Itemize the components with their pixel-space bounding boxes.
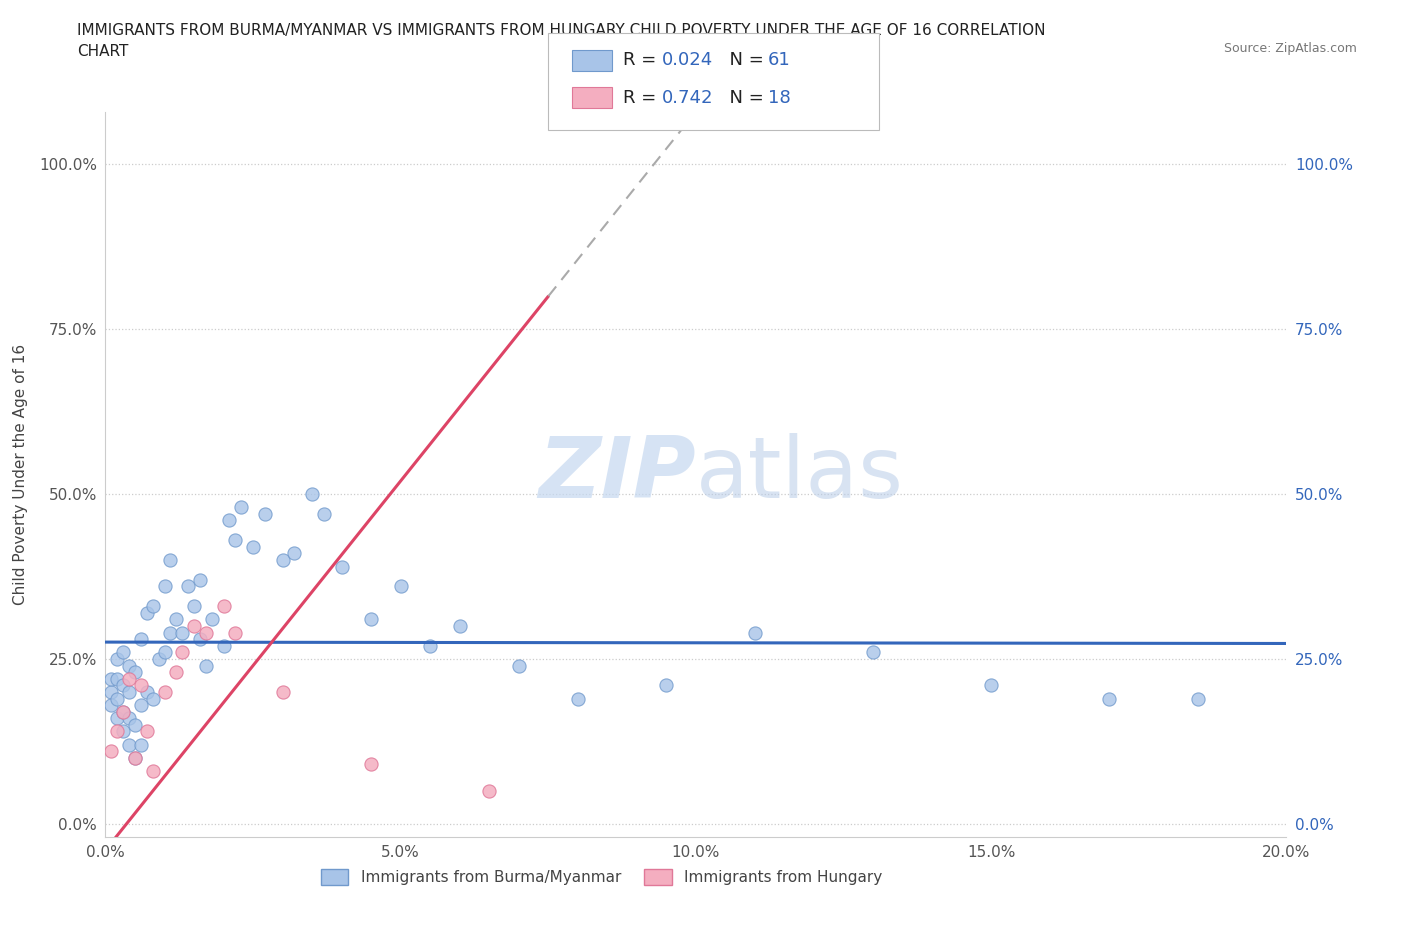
Point [224,533,246,548]
Point [112,704,135,719]
Point [105,652,128,667]
Point [112,724,135,739]
Point [105,671,128,686]
Point [172,644,194,659]
Point [153,644,176,659]
Point [271,684,294,699]
Point [508,658,530,673]
Point [148,652,170,667]
Point [105,691,128,706]
Point [360,612,382,627]
Point [271,552,294,567]
Point [124,751,146,765]
Point [449,618,471,633]
Point [242,539,264,554]
Point [100,671,122,686]
Point [253,507,276,522]
Point [112,704,135,719]
Point [283,546,305,561]
Point [118,737,141,752]
Point [419,638,441,653]
Text: Source: ZipAtlas.com: Source: ZipAtlas.com [1223,42,1357,55]
Point [188,631,211,646]
Point [124,665,146,680]
Point [135,605,157,620]
Point [129,631,152,646]
Point [194,625,217,640]
Point [153,579,176,594]
Point [655,678,678,693]
Point [100,698,122,712]
Point [135,724,157,739]
Point [142,764,165,778]
Point [159,552,181,567]
Text: IMMIGRANTS FROM BURMA/MYANMAR VS IMMIGRANTS FROM HUNGARY CHILD POVERTY UNDER THE: IMMIGRANTS FROM BURMA/MYANMAR VS IMMIGRA… [77,23,1046,60]
Point [744,625,766,640]
Point [159,625,181,640]
Point [172,625,194,640]
Point [201,612,224,627]
Point [142,691,165,706]
Point [360,757,382,772]
Point [194,658,217,673]
Point [165,665,187,680]
Text: 0.024: 0.024 [662,51,713,70]
Text: 61: 61 [768,51,790,70]
Point [153,684,176,699]
Point [129,737,152,752]
Text: 18: 18 [768,88,790,107]
Point [1098,691,1121,706]
Point [135,684,157,699]
Point [862,644,884,659]
Point [478,783,501,798]
Text: atlas: atlas [696,432,904,516]
Point [183,618,205,633]
Point [112,644,135,659]
Text: 0.742: 0.742 [662,88,714,107]
Point [165,612,187,627]
Point [100,744,122,759]
Point [389,579,412,594]
Point [218,513,240,528]
Point [118,711,141,725]
Point [124,717,146,732]
Point [188,572,211,587]
Point [301,486,323,501]
Point [312,507,335,522]
Y-axis label: Child Poverty Under the Age of 16: Child Poverty Under the Age of 16 [13,344,28,604]
Point [118,671,141,686]
Point [231,499,253,514]
Point [177,579,200,594]
Point [212,638,235,653]
Text: N =: N = [718,51,770,70]
Point [212,599,235,614]
Point [118,684,141,699]
Point [129,678,152,693]
Text: ZIP: ZIP [538,432,696,516]
Text: R =: R = [623,51,662,70]
Text: R =: R = [623,88,662,107]
Point [100,684,122,699]
Point [224,625,246,640]
Point [105,724,128,739]
Legend: Immigrants from Burma/Myanmar, Immigrants from Hungary: Immigrants from Burma/Myanmar, Immigrant… [315,863,889,891]
Point [124,751,146,765]
Point [567,691,589,706]
Point [142,599,165,614]
Point [330,559,353,574]
Point [980,678,1002,693]
Point [129,698,152,712]
Point [183,599,205,614]
Text: N =: N = [718,88,770,107]
Point [118,658,141,673]
Point [1187,691,1209,706]
Point [112,678,135,693]
Point [105,711,128,725]
